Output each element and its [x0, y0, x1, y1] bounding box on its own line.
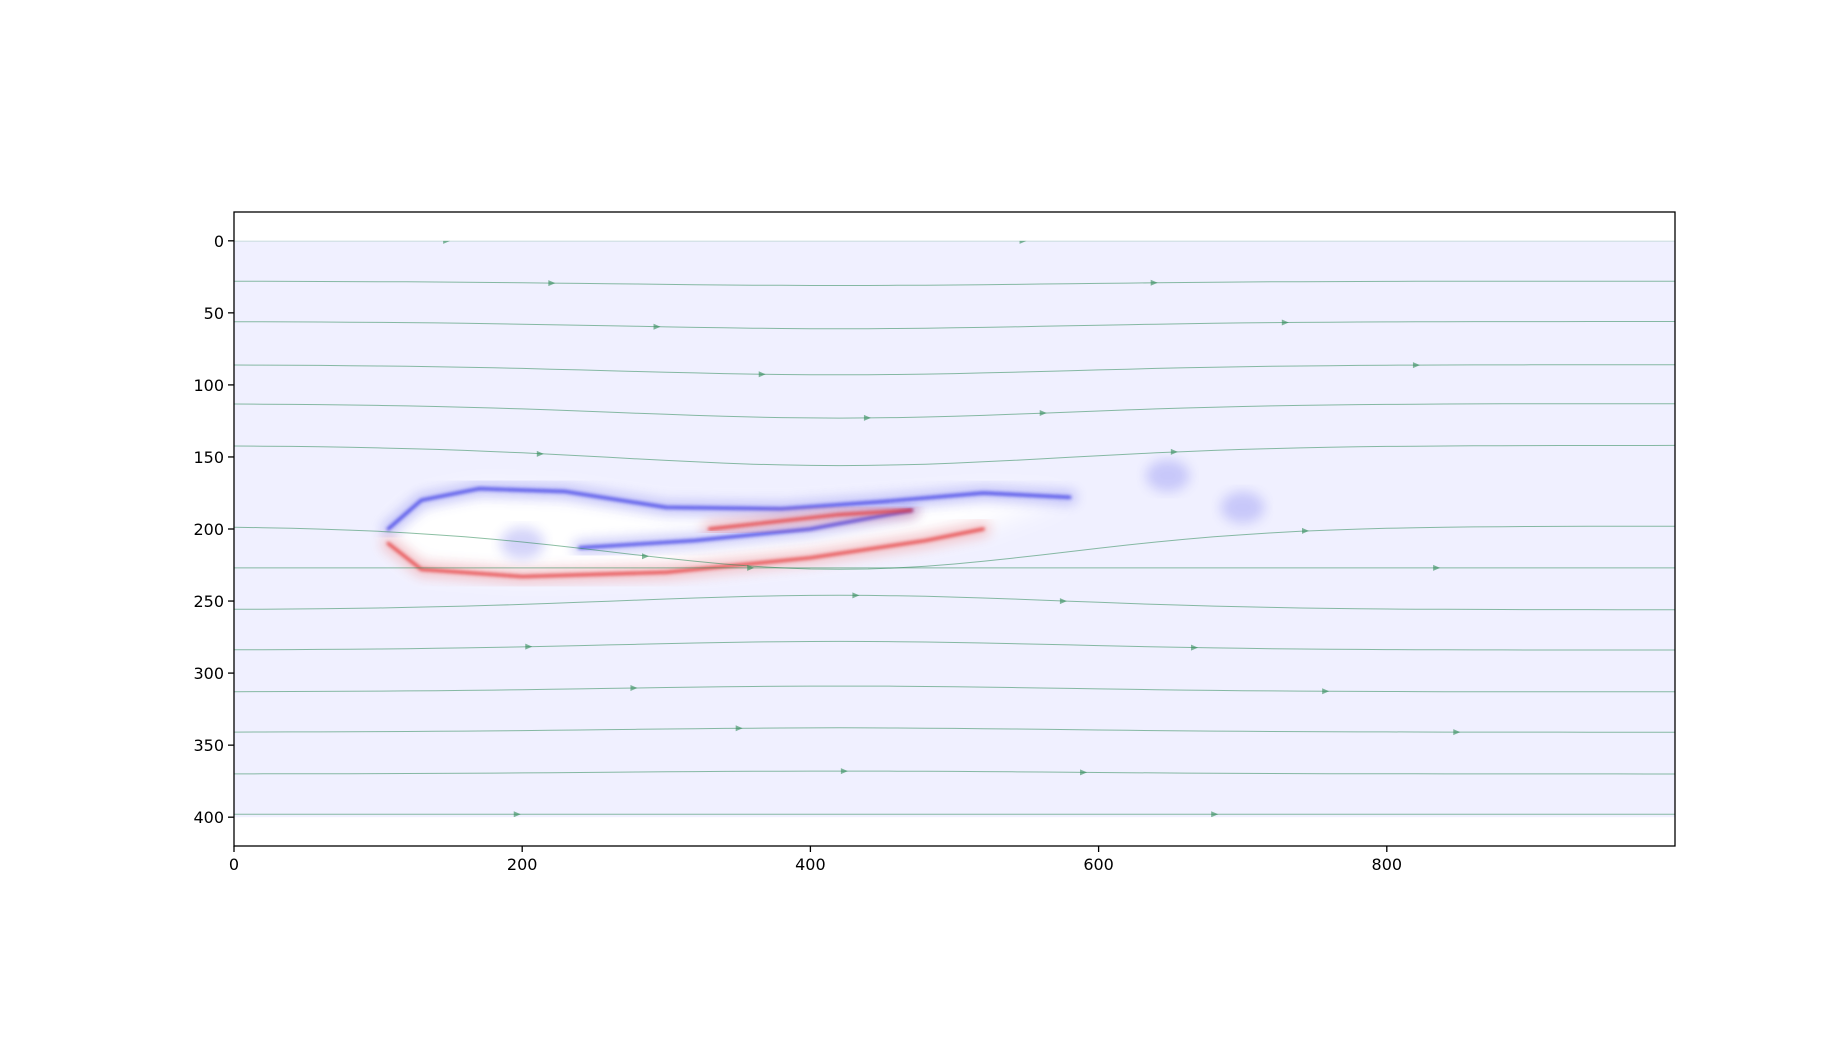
streamline-arrow [863, 414, 871, 421]
y-tick-label: 100 [193, 376, 224, 395]
streamline-arrow [1412, 362, 1420, 369]
x-tick-label: 800 [1372, 855, 1403, 874]
streamline-arrow [642, 553, 650, 560]
streamline [234, 364, 1675, 376]
x-tick-label: 200 [507, 855, 538, 874]
streamline-arrow [747, 564, 755, 571]
streamline [234, 640, 1675, 651]
y-tick-label: 400 [193, 808, 224, 827]
shed-vortex-b [1220, 491, 1265, 524]
y-tick-label: 300 [193, 664, 224, 683]
lower-shear-layer [386, 527, 985, 579]
streamline-arrow [1170, 448, 1178, 455]
streamlines [234, 240, 1675, 818]
streamline-arrow [1059, 598, 1067, 605]
inner-red-streak [707, 508, 913, 531]
streamline-arrow [548, 280, 556, 287]
y-tick-label: 350 [193, 736, 224, 755]
upper-shear-layer [386, 487, 1072, 531]
streamline-arrow [1322, 688, 1330, 695]
streamline [234, 444, 1675, 467]
y-axis: 0 50 100 150 200 250 300 350 400 [193, 232, 234, 827]
streamline-arrow [653, 323, 661, 330]
streamline-arrow [1281, 319, 1289, 326]
streamline [234, 727, 1675, 733]
streamline-arrow [1211, 811, 1219, 818]
streamline-arrow [1019, 240, 1027, 244]
streamline-arrow [1433, 564, 1441, 571]
x-tick-label: 600 [1083, 855, 1114, 874]
streamline-arrow [1150, 279, 1158, 286]
streamline-arrow [1080, 769, 1088, 776]
streamline-arrow [1191, 644, 1199, 651]
x-tick-label: 400 [795, 855, 826, 874]
streamline [234, 280, 1675, 286]
x-tick-label: 0 [229, 855, 239, 874]
streamline-arrow [513, 811, 521, 818]
streamline-arrow [630, 684, 638, 691]
y-tick-label: 0 [214, 232, 224, 251]
streamline [234, 321, 1675, 330]
streamline-arrow [852, 592, 860, 599]
streamline-arrow [735, 725, 743, 732]
y-tick-label: 50 [204, 304, 224, 323]
streamline-arrow [840, 768, 848, 775]
y-tick-label: 150 [193, 448, 224, 467]
streamline-arrow [1039, 410, 1047, 417]
recirculation [500, 527, 545, 560]
streamline [234, 525, 1675, 570]
y-tick-label: 200 [193, 520, 224, 539]
vorticity-features [381, 459, 1265, 584]
streamline-arrow [758, 371, 766, 378]
x-axis: 0 200 400 600 800 [229, 846, 1402, 874]
streamline [234, 770, 1675, 775]
y-tick-label: 250 [193, 592, 224, 611]
shed-vortex-a [1145, 459, 1190, 492]
streamline-arrow [1301, 527, 1309, 534]
streamline [234, 403, 1675, 419]
streamline-arrow [536, 450, 544, 457]
streamline [234, 685, 1675, 693]
streamline-arrow [1453, 729, 1461, 736]
streamline [234, 594, 1675, 611]
streamline-arrow [525, 643, 533, 650]
plot-area [234, 240, 1675, 818]
streamline-arrow [443, 240, 451, 244]
